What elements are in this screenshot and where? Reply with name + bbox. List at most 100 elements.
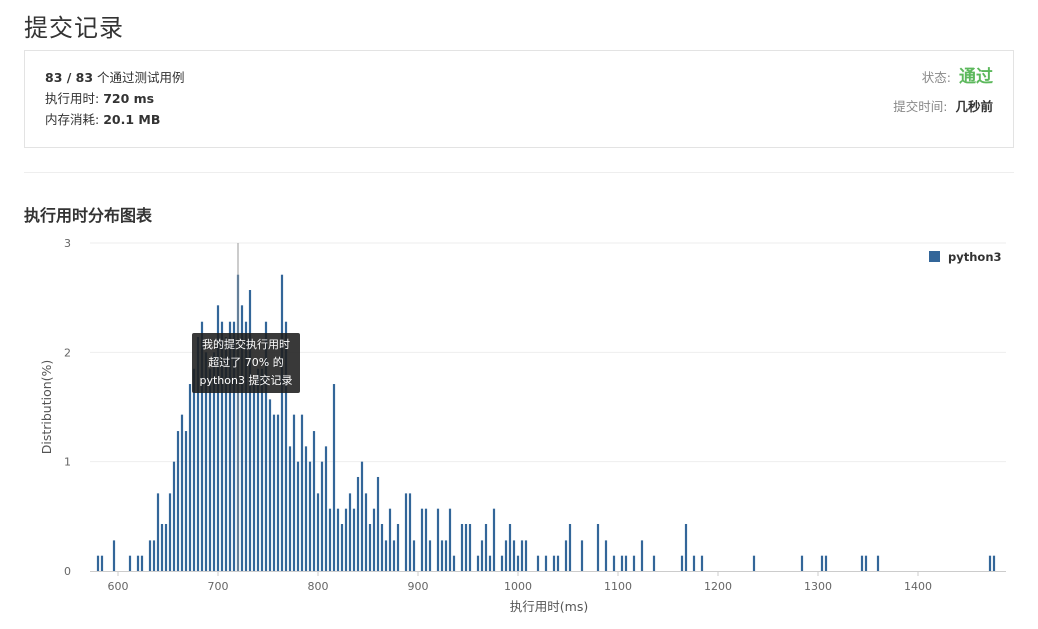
- bar: [448, 508, 452, 571]
- bar: [468, 523, 472, 571]
- bar: [320, 461, 324, 571]
- bar: [452, 555, 456, 571]
- bar: [408, 493, 412, 571]
- bar: [172, 461, 176, 571]
- bar: [180, 414, 184, 571]
- memory-value: 20.1 MB: [103, 112, 161, 127]
- bar: [492, 508, 496, 571]
- summary-left: 83 / 83 个通过测试用例 执行用时: 720 ms 内存消耗: 20.1 …: [45, 67, 185, 130]
- bar: [544, 555, 548, 571]
- bar: [160, 523, 164, 571]
- bar: [260, 368, 264, 571]
- bar: [412, 540, 416, 571]
- y-axis-title: Distribution(%): [39, 360, 54, 455]
- bar: [620, 555, 624, 571]
- bar: [300, 414, 304, 571]
- bar-series-python3: [96, 274, 996, 571]
- bar: [420, 508, 424, 571]
- bar: [516, 555, 520, 571]
- bar: [464, 523, 468, 571]
- x-tick-label: 1400: [904, 580, 932, 593]
- bar: [216, 305, 220, 571]
- y-tick-label: 0: [64, 565, 71, 578]
- bar: [364, 493, 368, 571]
- tooltip-line-3: python3 提交记录: [199, 374, 293, 387]
- bar: [428, 540, 432, 571]
- bar: [384, 540, 388, 571]
- runtime-distribution-chart: 0 1 2 3 600 700 800 900 1000 1100 1200 1300 1400 执行用…: [39, 237, 1006, 614]
- bar: [244, 321, 248, 571]
- bar: [440, 540, 444, 571]
- bar: [248, 290, 252, 571]
- bar: [860, 555, 864, 571]
- bar: [308, 461, 312, 571]
- bar: [176, 431, 180, 571]
- bar: [640, 540, 644, 571]
- bar: [304, 446, 308, 571]
- bar: [336, 508, 340, 571]
- runtime-tooltip: 我的提交执行用时 超过了 70% 的 python3 提交记录: [192, 333, 300, 393]
- testcase-suffix: 个通过测试用例: [97, 70, 185, 85]
- tooltip-line-1: 我的提交执行用时: [202, 338, 290, 351]
- bar: [352, 508, 356, 571]
- bar: [272, 414, 276, 571]
- bar: [204, 352, 208, 571]
- bar: [436, 508, 440, 571]
- bar: [484, 523, 488, 571]
- status-row: 状态: 通过: [893, 65, 993, 89]
- bar: [368, 523, 372, 571]
- bar: [504, 540, 508, 571]
- bar: [100, 555, 104, 571]
- runtime-row: 执行用时: 720 ms: [45, 88, 185, 109]
- bar: [568, 523, 572, 571]
- bar: [360, 461, 364, 571]
- bar: [524, 540, 528, 571]
- bar: [256, 368, 260, 571]
- bar: [488, 555, 492, 571]
- x-tick-label: 700: [208, 580, 229, 593]
- memory-label: 内存消耗:: [45, 112, 100, 127]
- bar: [876, 555, 880, 571]
- bar: [228, 321, 232, 571]
- bar: [372, 508, 376, 571]
- bar: [264, 321, 268, 571]
- bar: [476, 555, 480, 571]
- bar: [212, 352, 216, 571]
- summary-right: 状态: 通过 提交时间: 几秒前: [893, 65, 993, 117]
- bar: [192, 368, 196, 571]
- bar: [632, 555, 636, 571]
- chart-legend[interactable]: python3: [929, 250, 1002, 264]
- bar: [344, 508, 348, 571]
- x-tick-label: 1300: [804, 580, 832, 593]
- testcase-count: 83 / 83: [45, 70, 94, 85]
- bar: [396, 523, 400, 571]
- bar: [96, 555, 100, 571]
- bar: [252, 384, 256, 571]
- testcase-row: 83 / 83 个通过测试用例: [45, 67, 185, 88]
- bar: [156, 493, 160, 571]
- legend-label: python3: [948, 250, 1002, 264]
- bar: [480, 540, 484, 571]
- bar: [824, 555, 828, 571]
- x-tick-label: 600: [108, 580, 129, 593]
- submission-summary-card: 83 / 83 个通过测试用例 执行用时: 720 ms 内存消耗: 20.1 …: [24, 50, 1014, 148]
- bar: [240, 305, 244, 571]
- bar: [220, 321, 224, 571]
- bar: [552, 555, 556, 571]
- bar: [152, 540, 156, 571]
- bar: [316, 493, 320, 571]
- bar: [624, 555, 628, 571]
- bar: [324, 446, 328, 571]
- y-tick-label: 3: [64, 237, 71, 250]
- bar: [392, 540, 396, 571]
- submit-time-row: 提交时间: 几秒前: [893, 97, 993, 117]
- bar: [536, 555, 540, 571]
- bar: [992, 555, 996, 571]
- bar: [388, 508, 392, 571]
- bar: [284, 321, 288, 571]
- bar: [164, 523, 168, 571]
- status-value[interactable]: 通过: [959, 67, 993, 87]
- y-tick-label: 2: [64, 346, 71, 359]
- submit-time-label: 提交时间:: [893, 99, 948, 114]
- page-title: 提交记录: [24, 14, 124, 42]
